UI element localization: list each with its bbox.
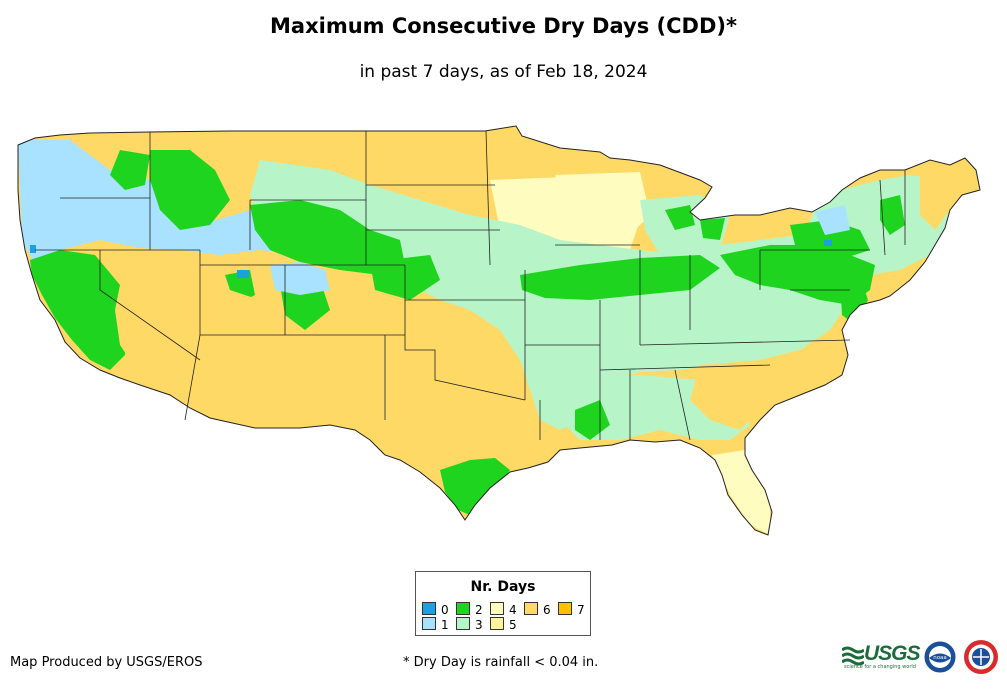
legend-label: 2: [475, 603, 483, 617]
usgs-tagline: science for a changing world: [844, 664, 916, 670]
usgs-wave-icon: [842, 644, 864, 666]
legend-label: 1: [441, 618, 449, 632]
nws-emblem-icon: [964, 640, 998, 674]
legend-item-5: 5: [490, 617, 517, 632]
legend: Nr. Days 0 1 2 3 4 5 6 7: [415, 571, 591, 636]
svg-text:noaa: noaa: [933, 655, 947, 661]
legend-title: Nr. Days: [470, 579, 536, 595]
nws-logo: [963, 639, 999, 675]
legend-label: 0: [441, 603, 449, 617]
legend-swatch: [422, 617, 436, 630]
legend-item-2: 2: [456, 602, 483, 617]
map-subtitle: in past 7 days, as of Feb 18, 2024: [359, 62, 648, 82]
legend-label: 5: [509, 618, 517, 632]
usgs-wordmark: USGS: [864, 642, 921, 665]
legend-item-3: 3: [456, 617, 483, 632]
legend-label: 6: [543, 603, 551, 617]
legend-swatch: [490, 602, 504, 615]
legend-label: 4: [509, 603, 517, 617]
usgs-logo: USGS science for a changing world: [842, 642, 921, 672]
legend-swatch: [524, 602, 538, 615]
legend-swatch: [558, 602, 572, 615]
legend-item-7: 7: [558, 602, 585, 617]
legend-item-1: 1: [422, 617, 449, 632]
map-credit: Map Produced by USGS/EROS: [10, 655, 203, 670]
legend-swatch: [422, 602, 436, 615]
noaa-emblem-icon: noaa: [924, 641, 956, 673]
dry-day-note: * Dry Day is rainfall < 0.04 in.: [403, 655, 599, 670]
legend-swatch: [456, 602, 470, 615]
legend-item-6: 6: [524, 602, 551, 617]
legend-label: 3: [475, 618, 483, 632]
noaa-logo: noaa: [924, 641, 956, 673]
legend-label: 7: [577, 603, 585, 617]
legend-grid: 0 1 2 3 4 5 6 7: [422, 602, 592, 634]
legend-item-0: 0: [422, 602, 449, 617]
legend-swatch: [490, 617, 504, 630]
legend-swatch: [456, 617, 470, 630]
legend-item-4: 4: [490, 602, 517, 617]
map-title: Maximum Consecutive Dry Days (CDD)*: [270, 14, 737, 38]
